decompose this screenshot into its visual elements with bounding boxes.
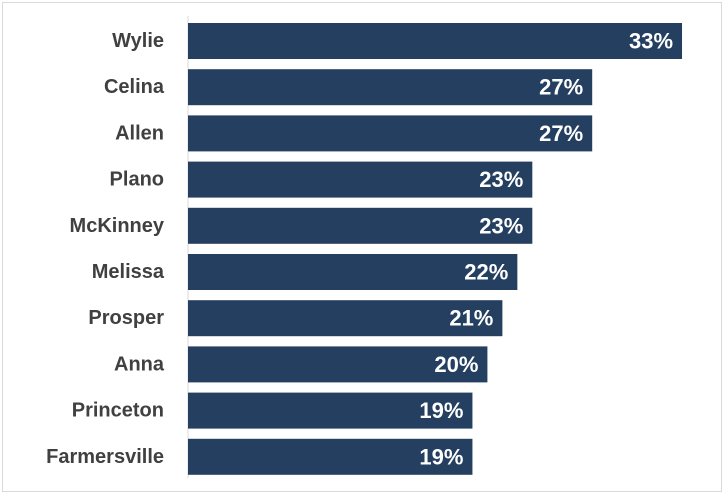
value-label-plano: 23% [479, 167, 523, 192]
value-label-farmersville: 19% [419, 444, 463, 469]
value-label-prosper: 21% [449, 306, 493, 331]
category-label-princeton: Princeton [72, 400, 164, 422]
bar-farmersville [188, 438, 473, 475]
bar-mckinney [188, 207, 533, 244]
value-label-anna: 20% [434, 352, 478, 377]
bar-anna [188, 346, 488, 383]
value-labels: 33% 27% 27% 23% 23% 22% 21% 20% 19% 19% [419, 29, 673, 470]
category-labels: Wylie Celina Allen Plano McKinney Melissa Pros… [46, 30, 165, 468]
category-label-farmersville: Farmersville [46, 446, 164, 468]
category-label-wylie: Wylie [112, 30, 164, 52]
bars-layer [188, 23, 683, 475]
category-label-prosper: Prosper [88, 307, 164, 329]
value-label-wylie: 33% [629, 29, 673, 54]
bar-allen [188, 115, 593, 152]
category-label-anna: Anna [114, 353, 165, 375]
value-label-mckinney: 23% [479, 213, 523, 238]
bar-celina [188, 69, 593, 106]
value-label-allen: 27% [539, 121, 583, 146]
bar-prosper [188, 300, 503, 337]
category-label-mckinney: McKinney [70, 215, 165, 237]
value-label-melissa: 22% [464, 260, 508, 285]
value-label-princeton: 19% [419, 398, 463, 423]
category-label-melissa: Melissa [92, 261, 165, 283]
category-label-celina: Celina [104, 76, 165, 98]
category-label-allen: Allen [115, 122, 164, 144]
category-label-plano: Plano [110, 169, 164, 191]
bar-princeton [188, 392, 473, 429]
bar-melissa [188, 254, 518, 290]
bar-wylie [188, 23, 683, 59]
value-label-celina: 27% [539, 75, 583, 100]
bar-plano [188, 161, 533, 198]
